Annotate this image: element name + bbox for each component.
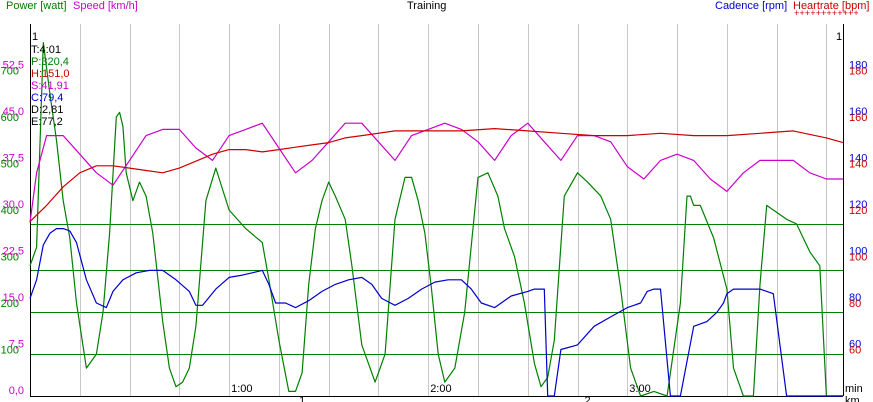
power-tick-label: 600 xyxy=(1,112,19,124)
minute-tick-label: 1:00 xyxy=(231,383,252,395)
speed-tick-label: 30,0 xyxy=(3,199,24,211)
minute-unit-label: min xyxy=(845,383,863,395)
readout-line: C:79,4 xyxy=(31,92,63,104)
km-tick-label: 1 xyxy=(299,395,305,402)
speed-tick-label: 37,5 xyxy=(3,153,24,165)
readout-line: T:4:01 xyxy=(31,44,61,56)
readout-line: S:41,91 xyxy=(31,80,69,92)
power-axis-label: Power [watt] xyxy=(6,0,67,12)
cadence-tick-label: 120 xyxy=(849,199,867,211)
cadence-series-line xyxy=(29,228,843,397)
minute-tick-label: 3:00 xyxy=(629,383,650,395)
heartrate-tick-label: 80 xyxy=(849,298,861,310)
power-tick-label: 500 xyxy=(1,159,19,171)
heartrate-tick-label: 140 xyxy=(849,159,867,171)
power-tick-label: 300 xyxy=(1,252,19,264)
speed-tick-label: 0,0 xyxy=(9,385,24,397)
heartrate-marker-row: ++++++++++++ xyxy=(794,9,859,19)
cadence-tick-label: 180 xyxy=(849,60,867,72)
power-tick-label: 700 xyxy=(1,66,19,78)
right-cursor-label: 1 xyxy=(836,31,842,43)
heartrate-series-line xyxy=(29,128,844,223)
left-axis-ticks: 0,0 7,5 15,0 22,5 30,0 37,5 45,0 52,5 100 200 300 4… xyxy=(1,60,24,398)
heartrate-tick-label: 180 xyxy=(849,66,867,78)
heartrate-tick-label: 60 xyxy=(849,345,861,357)
km-unit-label: km xyxy=(845,395,860,402)
minute-tick-label: 2:00 xyxy=(430,383,451,395)
power-tick-label: 200 xyxy=(1,298,19,310)
cadence-axis-label: Cadence [rpm] xyxy=(715,0,787,12)
readout-line: H:151,0 xyxy=(31,68,70,80)
readout-line: E:77,2 xyxy=(31,116,63,128)
speed-tick-label: 22,5 xyxy=(3,246,24,258)
heartrate-tick-label: 100 xyxy=(849,252,867,264)
speed-tick-label: 45,0 xyxy=(3,106,24,118)
speed-tick-label: 52,5 xyxy=(3,60,24,72)
cadence-tick-label: 60 xyxy=(849,339,861,351)
speed-tick-label: 15,0 xyxy=(3,292,24,304)
heartrate-tick-label: 120 xyxy=(849,205,867,217)
cadence-tick-label: 80 xyxy=(849,292,861,304)
vertical-grid xyxy=(80,24,827,396)
chart-title: Training xyxy=(407,0,446,12)
power-series-line xyxy=(29,41,843,397)
axis-headers: Power [watt] Speed [km/h] Training Caden… xyxy=(6,0,869,19)
left-cursor-label: 1 xyxy=(32,31,38,43)
plot-frame xyxy=(30,24,844,397)
cadence-tick-label: 100 xyxy=(849,246,867,258)
speed-tick-label: 7,5 xyxy=(9,339,24,351)
right-axis-ticks: 60 80 100 120 140 160 180 60 80 100 120 140 160 180 1 xyxy=(836,31,867,357)
speed-series-line xyxy=(29,122,843,223)
data-series xyxy=(29,41,844,397)
power-tick-label: 400 xyxy=(1,205,19,217)
power-tick-label: 100 xyxy=(1,345,19,357)
speed-axis-label: Speed [km/h] xyxy=(73,0,138,12)
readout-line: D:2,81 xyxy=(31,104,63,116)
readout-line: P:320,4 xyxy=(31,56,69,68)
cadence-tick-label: 140 xyxy=(849,153,867,165)
cursor-readout: 1T:4:01P:320,4H:151,0S:41,91C:79,4D:2,81… xyxy=(31,31,70,128)
cadence-tick-label: 160 xyxy=(849,106,867,118)
heartrate-tick-label: 160 xyxy=(849,112,867,124)
heartrate-axis-label: Heartrate [bpm] xyxy=(793,0,869,12)
km-tick-label: 2 xyxy=(585,395,591,402)
